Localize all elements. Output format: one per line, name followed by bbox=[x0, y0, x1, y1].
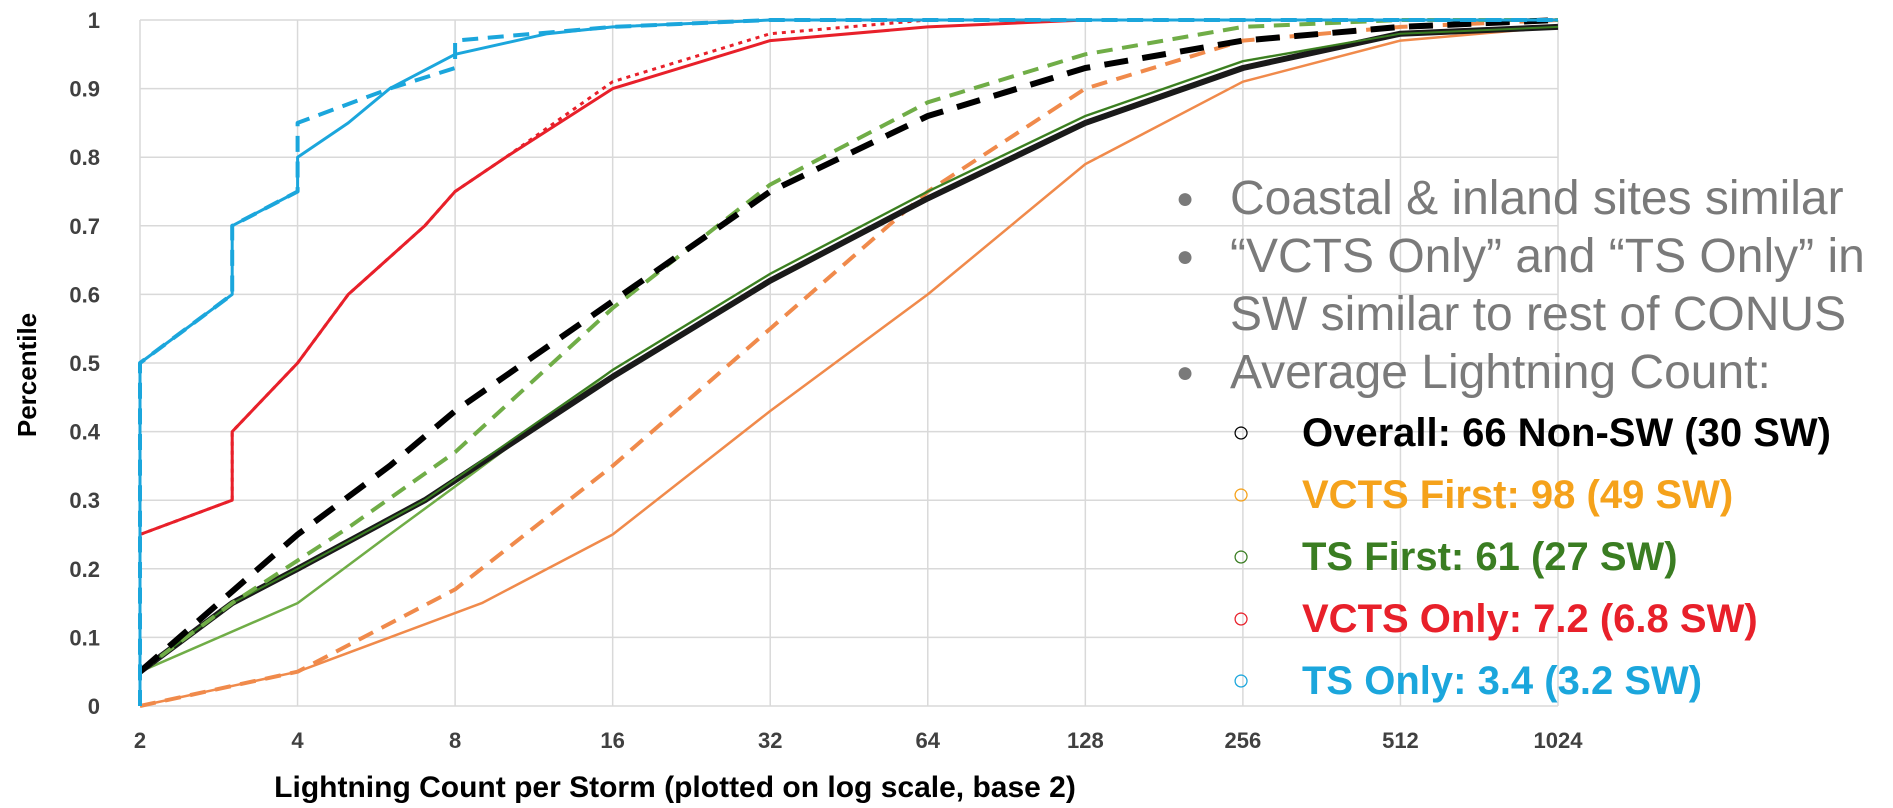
sub-bullet-text: VCTS Only: 7.2 (6.8 SW) bbox=[1302, 596, 1758, 641]
series-line-1 bbox=[139, 18, 1559, 708]
series-line-0 bbox=[139, 25, 1559, 708]
note-bullet: ● Average Lightning Count: bbox=[1140, 344, 1893, 402]
hollow-circle-icon: ○ bbox=[1232, 478, 1251, 511]
x-tick-label: 32 bbox=[758, 728, 782, 753]
series-line-8 bbox=[139, 18, 1558, 536]
x-tick-label: 2 bbox=[134, 728, 146, 753]
series-line-9 bbox=[138, 18, 1558, 706]
series-line-6 bbox=[138, 17, 1559, 674]
bullet-dot-icon: ● bbox=[1175, 356, 1195, 389]
y-axis-ticks: 0 0.1 0.2 0.3 0.4 0.5 0.6 0.7 0.8 0.9 1 bbox=[69, 8, 100, 719]
y-axis-label: Percentile bbox=[12, 313, 42, 437]
y-tick-label: 0.8 bbox=[69, 145, 100, 170]
x-tick-label: 64 bbox=[916, 728, 941, 753]
x-tick-label: 256 bbox=[1225, 728, 1262, 753]
sub-bullet-text: TS Only: 3.4 (3.2 SW) bbox=[1302, 658, 1703, 703]
y-tick-label: 0.6 bbox=[69, 282, 100, 307]
notes-panel: ● Coastal & inland sites similar ● “VCTS… bbox=[1140, 170, 1893, 712]
x-axis-ticks: 2 4 8 16 32 64 128 256 512 1024 bbox=[134, 728, 1583, 753]
x-tick-label: 128 bbox=[1067, 728, 1104, 753]
series-line-5 bbox=[138, 18, 1558, 674]
hollow-circle-icon: ○ bbox=[1232, 416, 1251, 449]
x-tick-label: 16 bbox=[600, 728, 624, 753]
y-tick-label: 0.4 bbox=[69, 420, 100, 445]
x-tick-label: 4 bbox=[291, 728, 304, 753]
bullet-dot-icon: ● bbox=[1175, 240, 1195, 273]
sub-bullet-text: VCTS First: 98 (49 SW) bbox=[1302, 472, 1734, 517]
note-bullet: ● “VCTS Only” and “TS Only” in SW simila… bbox=[1140, 228, 1893, 344]
note-text: “VCTS Only” and “TS Only” in SW similar … bbox=[1230, 230, 1865, 341]
series-line-10 bbox=[138, 18, 1558, 706]
sub-bullet: ○ Overall: 66 Non-SW (30 SW) bbox=[1232, 402, 1893, 464]
note-bullet: ● Coastal & inland sites similar bbox=[1140, 170, 1893, 228]
sub-bullet: ○ VCTS Only: 7.2 (6.8 SW) bbox=[1232, 588, 1893, 650]
y-tick-label: 0.3 bbox=[69, 488, 100, 513]
sub-bullet: ○ TS First: 61 (27 SW) bbox=[1232, 526, 1893, 588]
y-tick-label: 0.9 bbox=[69, 77, 100, 102]
y-tick-label: 1 bbox=[88, 8, 100, 33]
y-tick-label: 0.2 bbox=[69, 557, 100, 582]
note-text: Average Lightning Count: bbox=[1230, 346, 1771, 399]
y-tick-label: 0.7 bbox=[69, 214, 100, 239]
hollow-circle-icon: ○ bbox=[1232, 540, 1251, 573]
hollow-circle-icon: ○ bbox=[1232, 602, 1251, 635]
note-text: Coastal & inland sites similar bbox=[1230, 172, 1844, 225]
series-line-4 bbox=[139, 25, 1559, 673]
x-axis-label: Lightning Count per Storm (plotted on lo… bbox=[274, 771, 1076, 804]
y-tick-label: 0 bbox=[88, 694, 100, 719]
sub-bullet: ○ TS Only: 3.4 (3.2 SW) bbox=[1232, 650, 1893, 712]
x-tick-label: 8 bbox=[449, 728, 461, 753]
x-tick-label: 1024 bbox=[1534, 728, 1584, 753]
series-lines bbox=[138, 17, 1559, 708]
sub-bullet: ○ VCTS First: 98 (49 SW) bbox=[1232, 464, 1893, 526]
y-tick-label: 0.1 bbox=[69, 625, 100, 650]
bullet-dot-icon: ● bbox=[1175, 182, 1195, 215]
sub-bullet-text: Overall: 66 Non-SW (30 SW) bbox=[1302, 410, 1831, 455]
sub-bullet-text: TS First: 61 (27 SW) bbox=[1302, 534, 1678, 579]
y-tick-label: 0.5 bbox=[69, 351, 100, 376]
hollow-circle-icon: ○ bbox=[1232, 664, 1251, 697]
x-tick-label: 512 bbox=[1382, 728, 1419, 753]
